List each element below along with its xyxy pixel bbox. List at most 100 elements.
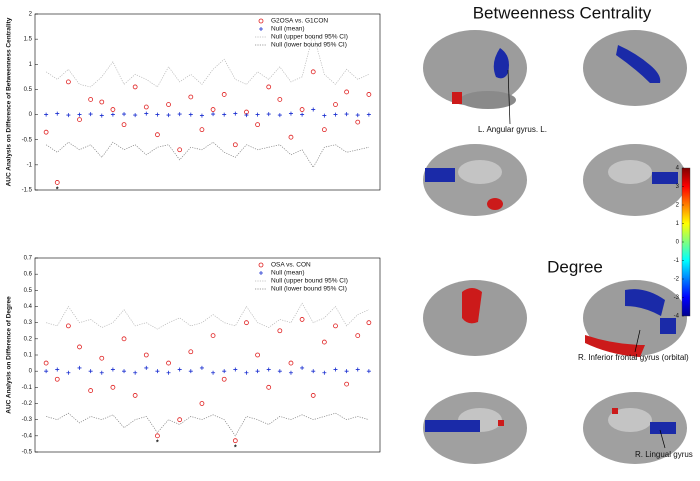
- legend-label: Null (lower bound 95% CI): [271, 286, 347, 293]
- ci-line: [45, 141, 369, 169]
- point: [99, 113, 104, 118]
- point: [333, 323, 338, 329]
- point: [155, 112, 160, 117]
- point: [166, 370, 171, 375]
- point: [155, 132, 160, 138]
- y-tick-label: 0.4: [24, 304, 33, 310]
- point: [244, 113, 249, 118]
- y-tick-label: 0.3: [24, 320, 33, 326]
- point: [177, 417, 183, 423]
- point: [288, 111, 293, 116]
- y-tick-label: 1.5: [24, 37, 33, 43]
- colorbar-tick-label: 0: [676, 240, 680, 246]
- point: [177, 367, 182, 372]
- point: [322, 370, 327, 375]
- colorbar-tick-label: 4: [676, 166, 680, 172]
- y-tick-label: 1: [29, 62, 33, 68]
- point: [300, 112, 305, 117]
- point: [54, 376, 60, 382]
- point: [54, 180, 60, 185]
- point: [166, 360, 171, 366]
- point: [110, 367, 115, 372]
- panel-title: Betweenness Centrality: [473, 3, 652, 22]
- legend-marker: [259, 271, 263, 275]
- colorbar-tick-label: 1: [676, 221, 680, 227]
- point: [366, 320, 372, 326]
- y-tick-label: -0.2: [22, 401, 33, 407]
- point: [299, 107, 305, 112]
- point: [143, 104, 149, 110]
- plot-area: [34, 13, 381, 191]
- point: [132, 84, 138, 90]
- point: [121, 336, 127, 342]
- point: [88, 369, 93, 374]
- y-tick-label: -0.5: [22, 137, 33, 143]
- point: [88, 97, 94, 102]
- point: [288, 134, 294, 140]
- point: [155, 369, 160, 374]
- point: [88, 388, 94, 393]
- point: [222, 369, 227, 374]
- point: [77, 112, 82, 117]
- point: [43, 129, 49, 135]
- point: [366, 369, 371, 374]
- point: [66, 113, 71, 118]
- point: [188, 112, 193, 117]
- point: [355, 113, 360, 118]
- ci-line: [46, 412, 369, 437]
- point: [310, 69, 316, 75]
- point: [99, 370, 104, 375]
- y-tick-label: -0.4: [22, 433, 33, 439]
- brain-lateral-left-top: [423, 30, 527, 109]
- region-label: R. Inferior frontal gyrus (orbital): [578, 353, 689, 362]
- point: [344, 381, 350, 387]
- point: [344, 89, 350, 95]
- point: [177, 112, 182, 117]
- point: [211, 112, 216, 117]
- annotation: *: [234, 445, 237, 452]
- colorbar-tick-label: -1: [674, 258, 680, 264]
- point: [222, 112, 227, 117]
- panel-title: Degree: [547, 257, 603, 276]
- brain-medial-right-top: [583, 144, 687, 216]
- point: [166, 102, 171, 107]
- point: [122, 369, 127, 374]
- y-tick-label: 0.7: [24, 256, 33, 262]
- brain-medial-right-bottom: [583, 392, 687, 464]
- y-tick-label: -1: [27, 162, 33, 168]
- colorbar-tick-label: -3: [674, 295, 680, 301]
- point: [299, 317, 305, 322]
- point: [177, 147, 183, 153]
- ci-line: [45, 32, 370, 88]
- point: [233, 111, 238, 116]
- y-tick-label: 0.2: [24, 336, 33, 342]
- point: [132, 393, 138, 398]
- ci-line: [46, 302, 370, 330]
- point: [199, 113, 204, 118]
- point: [288, 370, 293, 375]
- point: [65, 323, 71, 329]
- point: [44, 369, 49, 374]
- legend-label: Null (upper bound 95% CI): [271, 278, 348, 285]
- y-tick-label: -0.1: [22, 385, 33, 391]
- point: [77, 344, 82, 350]
- point: [199, 127, 205, 133]
- y-axis-label: AUC Analysis on Difference of Betweennes…: [6, 17, 13, 186]
- point: [321, 339, 327, 345]
- point: [321, 127, 327, 133]
- region-label: R. Lingual gyrus: [635, 450, 693, 459]
- legend-marker: [258, 262, 264, 268]
- point: [77, 117, 82, 122]
- y-tick-label: -0.3: [22, 417, 33, 423]
- legend-marker: [259, 27, 263, 31]
- point: [366, 92, 372, 97]
- colorbar-tick-label: 3: [676, 184, 680, 190]
- point: [266, 112, 271, 117]
- brain-medial-left-bottom: [423, 392, 527, 464]
- point: [266, 84, 272, 90]
- point: [277, 97, 283, 102]
- y-tick-label: 0.5: [24, 87, 33, 93]
- point: [188, 94, 194, 100]
- annotation: *: [56, 186, 59, 193]
